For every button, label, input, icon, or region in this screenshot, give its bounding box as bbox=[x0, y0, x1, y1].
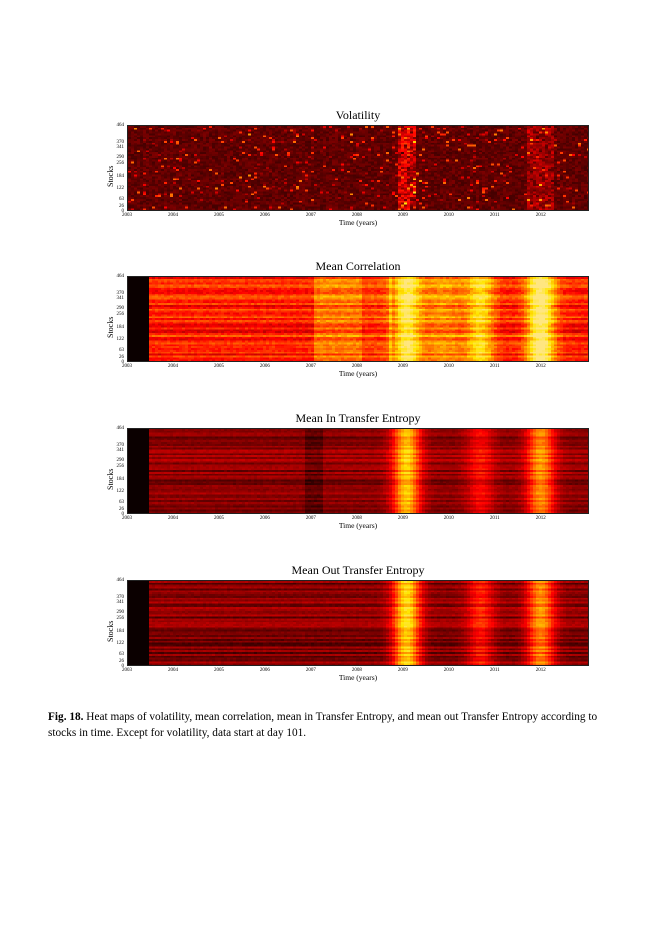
y-tick-label: 370 bbox=[108, 595, 125, 600]
y-tick-label: 370 bbox=[108, 291, 125, 296]
x-tick-label: 2008 bbox=[347, 668, 367, 674]
x-tick-label: 2012 bbox=[531, 213, 551, 219]
panel-title: Mean Out Transfer Entropy bbox=[127, 563, 589, 578]
y-tick-label: 341 bbox=[108, 145, 125, 150]
x-tick-label: 2006 bbox=[255, 213, 275, 219]
heatmap-image bbox=[127, 125, 589, 211]
x-tick-label: 2006 bbox=[255, 364, 275, 370]
x-tick-label: 2005 bbox=[209, 213, 229, 219]
x-tick-label: 2005 bbox=[209, 364, 229, 370]
x-tick-label: 2007 bbox=[301, 213, 321, 219]
x-tick-label: 2011 bbox=[485, 516, 505, 522]
heatmap-image bbox=[127, 276, 589, 362]
x-axis-label: Time (years) bbox=[127, 369, 589, 378]
y-tick-label: 464 bbox=[108, 578, 125, 583]
x-tick-label: 2008 bbox=[347, 364, 367, 370]
y-tick-label: 370 bbox=[108, 443, 125, 448]
x-axis-label: Time (years) bbox=[127, 673, 589, 682]
y-tick-label: 256 bbox=[108, 312, 125, 317]
x-tick-label: 2009 bbox=[393, 668, 413, 674]
y-tick-label: 26 bbox=[108, 507, 124, 512]
x-tick-label: 2004 bbox=[163, 516, 183, 522]
y-tick-label: 0 bbox=[108, 360, 125, 365]
x-tick-label: 2007 bbox=[301, 364, 321, 370]
y-tick-label: 26 bbox=[108, 204, 124, 209]
panel-title: Mean Correlation bbox=[127, 259, 589, 274]
x-tick-label: 2009 bbox=[393, 213, 413, 219]
y-tick-label: 464 bbox=[108, 274, 125, 279]
heatmap-panel: Mean Out Transfer Entropy Stocks 464 370 341… bbox=[0, 563, 661, 683]
y-tick-label: 0 bbox=[108, 512, 125, 517]
y-tick-label: 184 bbox=[108, 325, 125, 330]
y-tick-label: 256 bbox=[108, 464, 125, 469]
y-tick-label: 0 bbox=[108, 209, 125, 214]
y-tick-label: 26 bbox=[108, 659, 124, 664]
y-tick-label: 341 bbox=[108, 296, 125, 301]
y-tick-label: 341 bbox=[108, 448, 125, 453]
x-tick-label: 2008 bbox=[347, 213, 367, 219]
heatmap-panel: Volatility Stocks 464 370 341 290 256 184 122 63 2… bbox=[0, 108, 661, 228]
x-tick-label: 2012 bbox=[531, 364, 551, 370]
heatmap-image bbox=[127, 428, 589, 514]
y-tick-label: 290 bbox=[108, 155, 125, 160]
x-tick-label: 2003 bbox=[117, 213, 137, 219]
x-tick-label: 2004 bbox=[163, 668, 183, 674]
x-axis-label: Time (years) bbox=[127, 521, 589, 530]
x-tick-label: 2006 bbox=[255, 516, 275, 522]
figure-caption: Fig. 18. Heat maps of volatility, mean c… bbox=[48, 709, 618, 741]
heatmap-image bbox=[127, 580, 589, 666]
x-tick-label: 2005 bbox=[209, 668, 229, 674]
y-tick-label: 290 bbox=[108, 610, 125, 615]
x-tick-label: 2011 bbox=[485, 364, 505, 370]
x-tick-label: 2009 bbox=[393, 364, 413, 370]
x-tick-label: 2010 bbox=[439, 668, 459, 674]
x-tick-label: 2008 bbox=[347, 516, 367, 522]
y-tick-label: 63 bbox=[108, 348, 124, 353]
x-tick-label: 2004 bbox=[163, 213, 183, 219]
heatmap-panel: Mean Correlation Stocks 464 370 341 290 256 184… bbox=[0, 259, 661, 379]
y-tick-label: 63 bbox=[108, 500, 124, 505]
x-tick-label: 2011 bbox=[485, 668, 505, 674]
y-tick-label: 464 bbox=[108, 426, 125, 431]
x-tick-label: 2010 bbox=[439, 213, 459, 219]
x-tick-label: 2003 bbox=[117, 516, 137, 522]
x-tick-label: 2005 bbox=[209, 516, 229, 522]
y-tick-label: 341 bbox=[108, 600, 125, 605]
x-tick-label: 2010 bbox=[439, 516, 459, 522]
y-tick-label: 464 bbox=[108, 123, 125, 128]
x-tick-label: 2003 bbox=[117, 668, 137, 674]
x-tick-label: 2011 bbox=[485, 213, 505, 219]
y-tick-label: 26 bbox=[108, 355, 124, 360]
caption-text: Heat maps of volatility, mean correlatio… bbox=[48, 711, 597, 739]
heatmap-panel: Mean In Transfer Entropy Stocks 464 370 341 2… bbox=[0, 411, 661, 531]
y-tick-label: 184 bbox=[108, 174, 125, 179]
y-tick-label: 122 bbox=[108, 186, 125, 191]
y-tick-label: 122 bbox=[108, 489, 125, 494]
panel-title: Mean In Transfer Entropy bbox=[127, 411, 589, 426]
panel-title: Volatility bbox=[127, 108, 589, 123]
x-tick-label: 2006 bbox=[255, 668, 275, 674]
y-tick-label: 63 bbox=[108, 197, 124, 202]
y-tick-label: 290 bbox=[108, 458, 125, 463]
y-tick-label: 122 bbox=[108, 641, 125, 646]
y-tick-label: 370 bbox=[108, 140, 125, 145]
x-tick-label: 2012 bbox=[531, 668, 551, 674]
x-tick-label: 2007 bbox=[301, 668, 321, 674]
x-tick-label: 2012 bbox=[531, 516, 551, 522]
y-tick-label: 184 bbox=[108, 629, 125, 634]
y-tick-label: 256 bbox=[108, 616, 125, 621]
x-tick-label: 2004 bbox=[163, 364, 183, 370]
x-tick-label: 2010 bbox=[439, 364, 459, 370]
caption-label: Fig. 18. bbox=[48, 711, 83, 723]
x-tick-label: 2009 bbox=[393, 516, 413, 522]
y-tick-label: 63 bbox=[108, 652, 124, 657]
y-tick-label: 122 bbox=[108, 337, 125, 342]
y-tick-label: 256 bbox=[108, 161, 125, 166]
x-tick-label: 2007 bbox=[301, 516, 321, 522]
y-tick-label: 0 bbox=[108, 664, 125, 669]
x-axis-label: Time (years) bbox=[127, 218, 589, 227]
x-tick-label: 2003 bbox=[117, 364, 137, 370]
y-tick-label: 290 bbox=[108, 306, 125, 311]
y-tick-label: 184 bbox=[108, 477, 125, 482]
